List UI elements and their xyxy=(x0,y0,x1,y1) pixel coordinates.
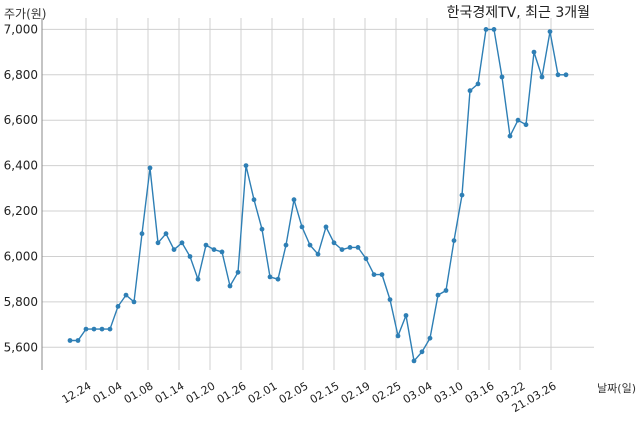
price-point xyxy=(475,81,481,87)
price-point xyxy=(435,292,441,298)
price-point xyxy=(331,240,337,246)
price-point xyxy=(195,276,201,282)
price-point xyxy=(131,299,137,305)
price-point xyxy=(539,74,545,80)
x-tick-label: 03.10 xyxy=(432,379,466,406)
price-point xyxy=(227,283,233,289)
price-point xyxy=(315,251,321,257)
price-point xyxy=(267,274,273,280)
price-point xyxy=(219,249,225,255)
price-point xyxy=(107,326,113,332)
price-point xyxy=(523,122,529,128)
price-point xyxy=(347,245,353,250)
price-point xyxy=(499,74,505,80)
price-point xyxy=(91,326,97,332)
price-point xyxy=(459,192,465,198)
y-tick-label: 7,000 xyxy=(4,22,38,36)
price-point xyxy=(395,333,401,339)
price-point xyxy=(187,254,193,259)
price-point xyxy=(507,133,513,139)
y-tick-label: 6,000 xyxy=(4,249,38,263)
price-point xyxy=(275,276,281,282)
price-point xyxy=(515,117,521,123)
y-axis-label: 주가(원) xyxy=(4,7,46,21)
y-tick-labels: 5,600 5,800 6,000 6,200 6,400 6,600 6,800 7,000 xyxy=(4,22,38,354)
price-point xyxy=(155,240,161,246)
price-point xyxy=(139,231,145,237)
x-tick-label: 02.01 xyxy=(246,379,280,406)
price-point xyxy=(163,231,169,237)
price-point xyxy=(283,242,289,248)
price-point xyxy=(83,326,89,332)
price-point xyxy=(563,72,569,78)
x-tick-label: 02.05 xyxy=(277,379,311,406)
price-line xyxy=(70,28,566,363)
y-tick-label: 5,600 xyxy=(4,340,38,354)
x-tick-label: 01.26 xyxy=(215,379,249,406)
x-tick-label: 01.08 xyxy=(122,379,156,406)
price-point xyxy=(243,163,249,169)
price-point xyxy=(387,297,393,302)
x-tick-label: 03.04 xyxy=(401,379,435,406)
price-point xyxy=(339,247,345,253)
price-point xyxy=(531,49,537,55)
x-axis-label: 날짜(일) xyxy=(597,381,636,395)
price-point xyxy=(403,313,409,318)
price-point xyxy=(443,288,449,293)
price-point xyxy=(355,245,361,250)
x-tick-label: 01.04 xyxy=(91,379,125,406)
price-point xyxy=(299,224,305,230)
price-point xyxy=(371,272,377,277)
x-tick-label: 12.24 xyxy=(60,379,94,406)
price-point xyxy=(67,338,73,343)
price-point xyxy=(363,256,369,262)
x-tick-label: 01.14 xyxy=(153,379,187,406)
price-point xyxy=(259,226,265,232)
grid xyxy=(42,18,594,370)
price-point xyxy=(171,247,177,253)
price-point xyxy=(251,197,257,203)
chart-title: 한국경제TV, 최근 3개월 xyxy=(447,5,590,21)
price-point xyxy=(411,358,417,364)
x-tick-label: 01.20 xyxy=(184,379,218,406)
price-point xyxy=(451,238,457,244)
price-point xyxy=(211,247,217,253)
price-point xyxy=(75,338,81,343)
y-tick-label: 6,200 xyxy=(4,204,38,218)
x-tick-label: 02.25 xyxy=(370,379,404,406)
y-tick-label: 5,800 xyxy=(4,295,38,309)
price-point xyxy=(307,242,313,248)
price-series xyxy=(67,27,569,364)
price-point xyxy=(115,304,121,309)
x-tick-label: 03.16 xyxy=(463,379,497,406)
price-point xyxy=(555,72,561,78)
price-point xyxy=(323,224,329,230)
price-point xyxy=(491,27,497,32)
price-point xyxy=(291,197,297,203)
price-point xyxy=(147,165,153,171)
price-point xyxy=(123,292,129,298)
price-point xyxy=(99,326,105,332)
y-tick-label: 6,400 xyxy=(4,159,38,173)
price-point xyxy=(483,27,489,32)
price-point xyxy=(379,272,385,277)
x-tick-label: 02.15 xyxy=(308,379,342,406)
price-point xyxy=(427,335,433,341)
price-point xyxy=(419,349,425,355)
price-point xyxy=(203,242,209,248)
price-point xyxy=(547,29,553,34)
x-tick-label: 02.19 xyxy=(339,379,373,406)
x-tick-labels: 12.2401.0401.0801.1401.2001.2602.0102.05… xyxy=(60,379,559,415)
y-tick-label: 6,800 xyxy=(4,68,38,82)
price-point xyxy=(235,269,241,275)
y-tick-label: 6,600 xyxy=(4,113,38,127)
price-point xyxy=(467,88,473,94)
price-point xyxy=(179,240,185,246)
